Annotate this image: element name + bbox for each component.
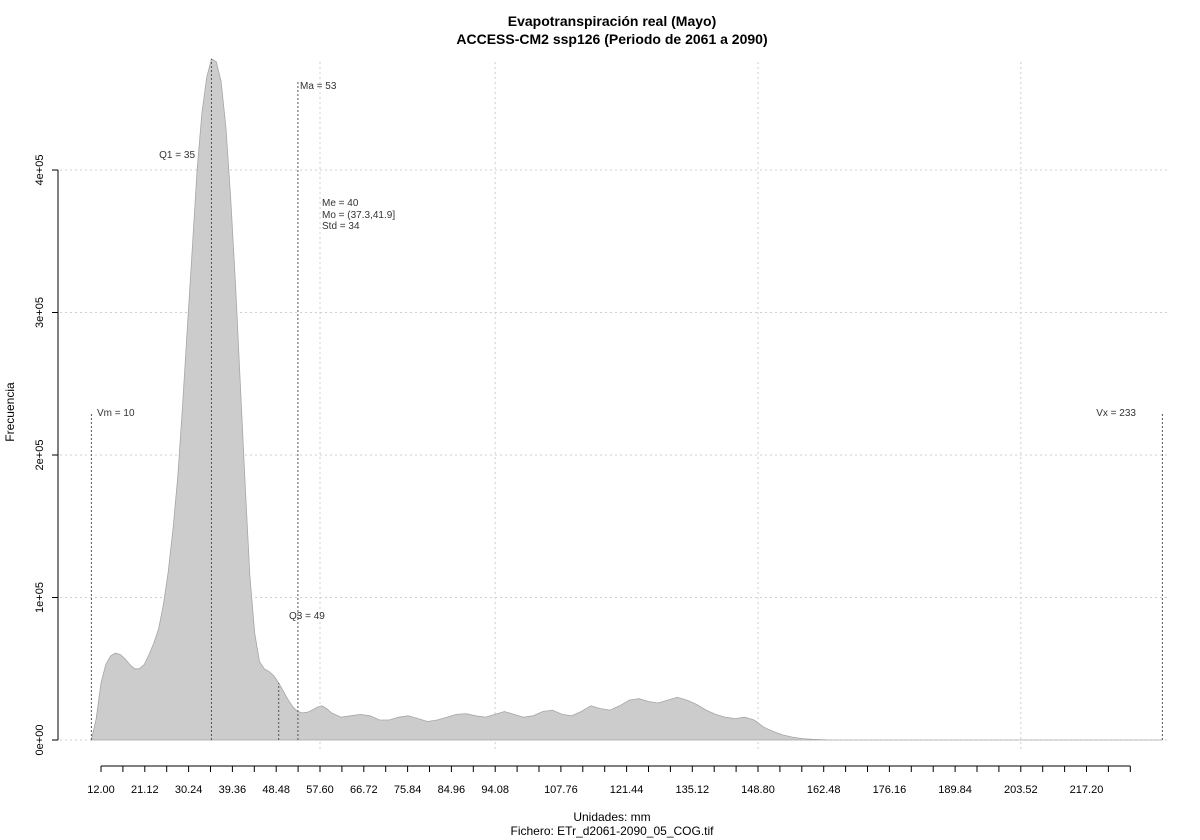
x-tick-label-11: 121.44 [610, 784, 644, 796]
x-tick-label-2: 30.24 [175, 784, 203, 796]
q3-label: Q3 = 49 [289, 611, 325, 622]
x-tick-label-6: 66.72 [350, 784, 378, 796]
y-tick-label-4: 4e+05 [34, 155, 46, 186]
y-tick-label-1: 1e+05 [34, 582, 46, 613]
chart-title: Evapotranspiración real (Mayo) [508, 13, 717, 29]
x-tick-label-14: 162.48 [807, 784, 841, 796]
y-tick-label-0: 0e+00 [34, 725, 46, 756]
x-tick-label-16: 189.84 [938, 784, 972, 796]
ma-label: Ma = 53 [300, 81, 337, 92]
footer-filename: Fichero: ETr_d2061-2090_05_COG.tif [511, 824, 715, 838]
x-tick-label-12: 135.12 [675, 784, 709, 796]
x-tick-label-13: 148.80 [741, 784, 775, 796]
x-tick-label-9: 94.08 [481, 784, 509, 796]
y-tick-label-2: 2e+05 [34, 440, 46, 471]
stat-lines [90, 58, 1163, 740]
chart-subtitle: ACCESS-CM2 ssp126 (Periodo de 2061 a 209… [456, 31, 767, 47]
x-tick-label-1: 21.12 [131, 784, 159, 796]
q1-label: Q1 = 35 [159, 150, 195, 161]
x-tick-label-18: 217.20 [1070, 784, 1104, 796]
x-axis: 12.00 21.12 30.24 39.36 48.48 57.60 66.72 75.84… [87, 765, 1131, 796]
median-label: Me = 40 [322, 198, 359, 209]
std-label: Std = 34 [322, 221, 360, 232]
x-tick-label-8: 84.96 [438, 784, 466, 796]
density-area [90, 58, 1163, 741]
vm-label: Vm = 10 [97, 408, 135, 419]
x-tick-label-15: 176.16 [873, 784, 907, 796]
x-tick-label-10: 107.76 [544, 784, 578, 796]
y-axis: 0e+00 1e+05 2e+05 3e+05 4e+05 [34, 155, 59, 756]
y-axis-label: Frecuencia [3, 382, 17, 442]
vx-label: Vx = 233 [1096, 408, 1136, 419]
x-tick-label-0: 12.00 [87, 784, 115, 796]
x-tick-label-7: 75.84 [394, 784, 422, 796]
x-tick-label-4: 48.48 [262, 784, 290, 796]
y-tick-label-3: 3e+05 [34, 297, 46, 328]
x-tick-label-5: 57.60 [306, 784, 334, 796]
x-tick-label-17: 203.52 [1004, 784, 1038, 796]
mode-label: Mo = (37.3,41.9] [322, 210, 395, 221]
x-tick-label-3: 39.36 [219, 784, 247, 796]
x-axis-label: Unidades: mm [573, 810, 650, 824]
